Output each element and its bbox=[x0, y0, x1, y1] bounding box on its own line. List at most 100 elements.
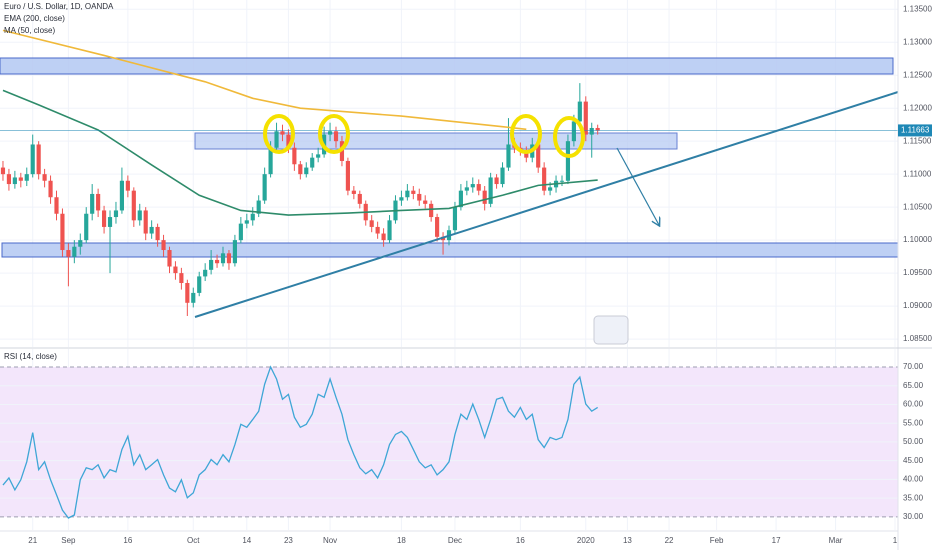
candle-body bbox=[185, 283, 190, 303]
candle-body bbox=[125, 180, 130, 191]
candle-body bbox=[304, 167, 309, 175]
candle-body bbox=[571, 121, 576, 142]
candle-body bbox=[84, 213, 89, 241]
candle-body bbox=[12, 177, 17, 185]
candle-body bbox=[298, 164, 303, 175]
y-tick-label: 55.00 bbox=[903, 418, 924, 427]
candle-body bbox=[214, 259, 220, 264]
drawings bbox=[194, 91, 899, 345]
y-tick-label: 1.11500 bbox=[903, 136, 932, 145]
x-tick-label: 21 bbox=[28, 536, 37, 545]
candle-body bbox=[470, 184, 475, 188]
y-tick-label: 1.09000 bbox=[903, 301, 932, 310]
x-tick-label: 16 bbox=[123, 536, 132, 545]
candle-body bbox=[345, 160, 350, 191]
trend-line bbox=[194, 91, 899, 318]
candle-body bbox=[583, 101, 588, 135]
candle-body bbox=[423, 200, 428, 204]
y-tick-label: 50.00 bbox=[903, 437, 924, 446]
x-tick-label: 17 bbox=[772, 536, 781, 545]
candle-body bbox=[167, 250, 172, 267]
candle-body bbox=[24, 174, 29, 181]
grid bbox=[0, 0, 898, 530]
candle-body bbox=[595, 127, 600, 131]
x-tick-label: 23 bbox=[284, 536, 293, 545]
candle-body bbox=[536, 144, 541, 168]
candle-body bbox=[464, 187, 469, 191]
highlight-circle bbox=[553, 116, 585, 158]
y-tick-label: 1.13000 bbox=[903, 37, 932, 46]
candle-body bbox=[30, 144, 35, 175]
x-tick-label: 22 bbox=[665, 536, 674, 545]
candle-body bbox=[191, 292, 196, 303]
candle-body bbox=[399, 197, 404, 201]
candle-body bbox=[78, 240, 83, 247]
candle-body bbox=[18, 177, 23, 181]
candle-body bbox=[107, 217, 113, 227]
rsi-line bbox=[2, 365, 599, 519]
last-price-label: 1.11663 bbox=[901, 126, 930, 135]
indicator-line bbox=[2, 29, 527, 131]
candle-body bbox=[256, 200, 261, 214]
y-tick-label: 1.12000 bbox=[903, 103, 932, 112]
candle-body bbox=[274, 131, 279, 148]
x-tick-label: Sep bbox=[61, 536, 76, 545]
candle-body bbox=[179, 273, 184, 284]
highlight-circle bbox=[510, 114, 542, 154]
arrow bbox=[616, 147, 659, 225]
y-tick-label: 35.00 bbox=[903, 493, 924, 502]
candle-body bbox=[238, 223, 243, 241]
candle-body bbox=[226, 253, 232, 264]
candle-body bbox=[405, 190, 410, 198]
x-tick-label: Dec bbox=[448, 536, 462, 545]
candle-body bbox=[286, 134, 291, 148]
y-tick-label: 1.09500 bbox=[903, 268, 932, 277]
candle-body bbox=[209, 259, 214, 270]
candle-body bbox=[411, 190, 416, 194]
x-tick-label: Nov bbox=[323, 536, 337, 545]
candle-body bbox=[577, 101, 582, 122]
candle-body bbox=[387, 220, 392, 241]
candle-body bbox=[494, 177, 499, 185]
candle-body bbox=[197, 276, 202, 293]
candle-body bbox=[137, 210, 142, 221]
candle-body bbox=[60, 213, 65, 251]
candle-body bbox=[268, 147, 273, 175]
candle-body bbox=[42, 174, 47, 181]
highlight-circle bbox=[318, 114, 350, 154]
y-tick-label: 1.13500 bbox=[903, 4, 932, 13]
candle-body bbox=[113, 210, 119, 218]
x-tick-label: 18 bbox=[397, 536, 406, 545]
x-tick-label: 2020 bbox=[577, 536, 595, 545]
candle-body bbox=[524, 151, 529, 158]
candle-body bbox=[542, 167, 547, 191]
candle-body bbox=[429, 203, 434, 218]
candle-body bbox=[351, 190, 356, 194]
candle-body bbox=[155, 226, 160, 241]
candle-body bbox=[369, 220, 374, 227]
y-tick-label: 1.12500 bbox=[903, 70, 932, 79]
candle-body bbox=[6, 174, 12, 185]
candle-body bbox=[161, 240, 166, 251]
y-tick-label: 1.11000 bbox=[903, 169, 932, 178]
candle-body bbox=[90, 193, 95, 214]
y-tick-label: 60.00 bbox=[903, 400, 924, 409]
candle-body bbox=[66, 250, 71, 257]
legend-entry: EMA (200, close) bbox=[4, 14, 65, 23]
candle-body bbox=[173, 266, 178, 274]
candle-body bbox=[458, 190, 463, 208]
candle-body bbox=[149, 226, 154, 234]
x-tick-label: 14 bbox=[242, 536, 251, 545]
y-tick-label: 1.10000 bbox=[903, 235, 932, 244]
candle-body bbox=[0, 167, 6, 175]
x-tick-label: 16 bbox=[516, 536, 525, 545]
candle-body bbox=[482, 190, 487, 204]
logo-badge bbox=[593, 315, 629, 345]
candle-body bbox=[476, 184, 481, 191]
pane-title: RSI (14, close) bbox=[4, 352, 57, 361]
y-tick-label: 45.00 bbox=[903, 456, 924, 465]
candle-body bbox=[48, 180, 53, 198]
candle-body bbox=[36, 144, 41, 175]
x-tick-label: Oct bbox=[187, 536, 200, 545]
last-price-tag bbox=[898, 124, 932, 137]
